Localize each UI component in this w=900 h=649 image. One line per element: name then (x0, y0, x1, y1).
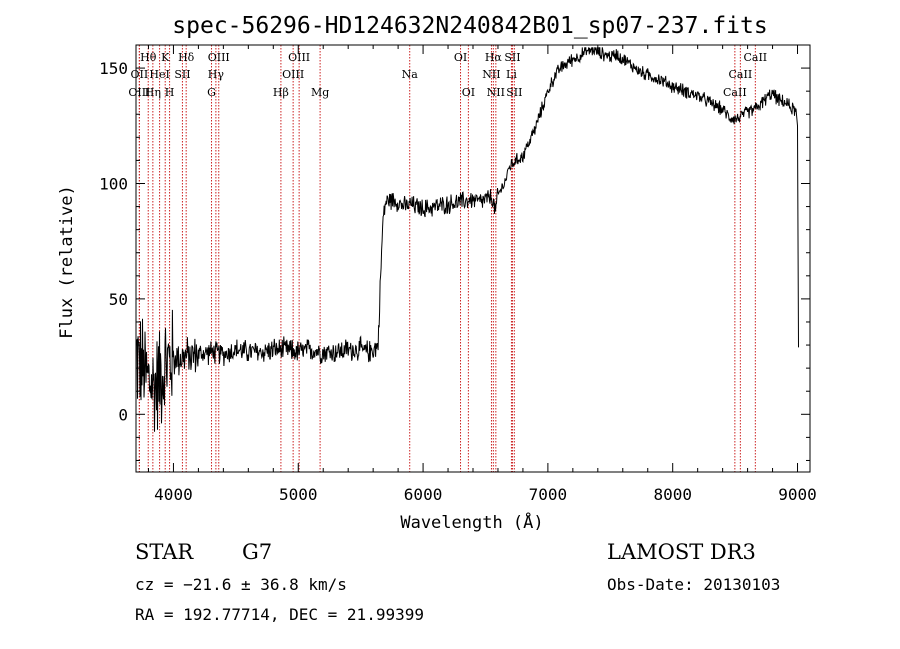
line-marker-label: Na (402, 68, 419, 81)
line-marker-label: Hη (145, 86, 161, 99)
line-marker-label: HeI (149, 68, 169, 81)
line-marker-labels: Hθ OII OIII K HeI Hη Hδ SII H OIII Hγ G OIII OIII Hβ Mg… (128, 51, 767, 99)
line-marker-label: OII (131, 68, 149, 81)
plot-frame (135, 44, 811, 473)
chart-title: spec-56296-HD124632N240842B01_sp07-237.f… (172, 13, 767, 39)
line-marker-label: CaII (729, 68, 753, 81)
line-marker-label: Hγ (208, 68, 225, 81)
y-tick-label: 0 (118, 405, 128, 424)
object-class: STAR (135, 540, 194, 564)
y-tick-label: 100 (99, 174, 128, 193)
line-markers (138, 45, 756, 472)
y-axis-ticks: 0 50 100 150 (99, 44, 810, 461)
y-tick-label: 150 (99, 59, 128, 78)
x-tick-label: 5000 (279, 485, 318, 504)
line-marker-label: H (165, 86, 175, 99)
x-tick-label: 9000 (778, 485, 817, 504)
line-marker-label: OIII (208, 51, 230, 64)
line-marker-label: Hα (485, 51, 503, 64)
line-marker-label: OIII (128, 86, 150, 99)
x-tick-label: 7000 (529, 485, 568, 504)
line-marker-label: SII (506, 86, 522, 99)
line-marker-label: K (161, 51, 170, 64)
survey-name: LAMOST DR3 (607, 540, 756, 564)
obs-date-text: Obs-Date: 20130103 (607, 575, 780, 594)
spectrum-line (135, 47, 799, 432)
line-marker-label: CaII (743, 51, 767, 64)
line-marker-label: Hθ (140, 51, 157, 64)
line-marker-label: SII (174, 68, 190, 81)
line-marker-label: G (207, 86, 216, 99)
x-tick-label: 6000 (404, 485, 443, 504)
x-axis-ticks: 4000 5000 6000 7000 8000 9000 (147, 45, 817, 504)
line-marker-label: Li (506, 68, 517, 81)
x-axis-label: Wavelength (Å) (400, 511, 543, 533)
line-marker-label: OI (462, 86, 475, 99)
line-marker-label: Mg (311, 86, 329, 99)
spectral-subclass: G7 (242, 540, 272, 564)
line-marker-label: OIII (288, 51, 310, 64)
line-marker-label: CaII (723, 86, 747, 99)
coordinates-text: RA = 192.77714, DEC = 21.99399 (135, 605, 424, 624)
line-marker-label: NII (487, 86, 505, 99)
x-tick-label: 4000 (154, 485, 193, 504)
line-marker-label: Hβ (273, 86, 289, 99)
line-marker-label: OIII (282, 68, 304, 81)
redshift-text: cz = −21.6 ± 36.8 km/s (135, 575, 347, 594)
y-axis-label: Flux (relative) (57, 185, 77, 339)
line-marker-label: OI (454, 51, 467, 64)
y-tick-label: 50 (109, 290, 128, 309)
line-marker-label: NII (482, 68, 500, 81)
line-marker-label: Hδ (178, 51, 195, 64)
x-tick-label: 8000 (653, 485, 692, 504)
line-marker-label: SII (504, 51, 520, 64)
